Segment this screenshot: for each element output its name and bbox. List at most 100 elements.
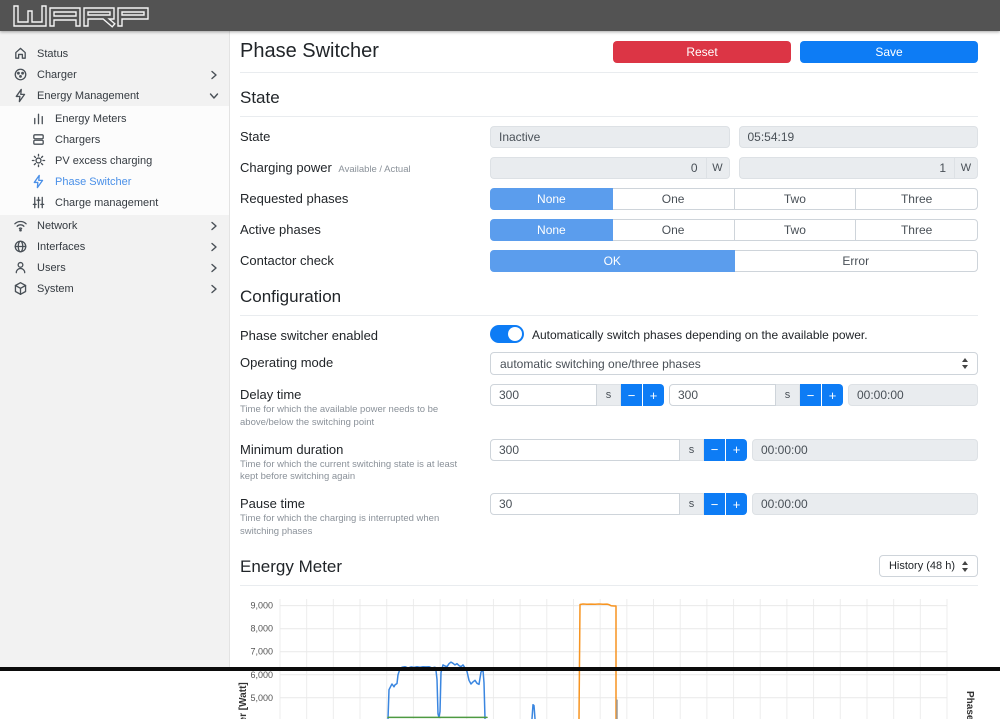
active-phases-one-button[interactable]: One [612, 219, 735, 241]
sun-icon [30, 153, 46, 169]
active-phases-label: Active phases [240, 219, 490, 237]
operating-mode-label: Operating mode [240, 352, 490, 370]
actual-power-field: 1 [739, 157, 955, 179]
energy-meter-heading: Energy Meter [240, 557, 879, 577]
pause-time-description: Time for which the charging is interrupt… [240, 513, 490, 539]
contactor-ok-button[interactable]: OK [490, 250, 735, 272]
bar-chart-icon [30, 111, 46, 127]
second-unit-addon: s [597, 384, 621, 406]
phase-switcher-toggle[interactable] [490, 325, 524, 343]
pause-time-row: Pause time Time for which the charging i… [240, 493, 978, 539]
sliders-icon [30, 195, 46, 211]
delay-time-label: Delay time [240, 387, 490, 402]
state-row: State Inactive 05:54:19 [240, 126, 978, 148]
pause-time-group: s − + [490, 493, 747, 515]
sidebar-item-label: Charge management [55, 197, 219, 209]
contactor-error-button[interactable]: Error [734, 250, 979, 272]
toggle-knob [508, 327, 522, 341]
pause-time-elapsed-field: 00:00:00 [752, 493, 978, 515]
minimum-duration-group: s − + [490, 439, 747, 461]
sidebar-item-label: PV excess charging [55, 155, 219, 167]
sidebar-item-label: Charger [37, 69, 209, 81]
state-value-field: Inactive [490, 126, 730, 148]
phase-switcher-toggle-description: Automatically switch phases depending on… [532, 326, 868, 342]
operating-mode-row: Operating mode automatic switching one/t… [240, 352, 978, 375]
page-header: Phase Switcher Reset Save [240, 31, 978, 73]
minus-button[interactable]: − [704, 493, 725, 515]
plus-button[interactable]: + [726, 493, 747, 515]
sidebar-item-charger[interactable]: Charger [0, 64, 229, 85]
sidebar-item-label: Interfaces [37, 241, 209, 253]
energy-management-submenu: Energy Meters Chargers PV excess chargin… [0, 106, 229, 215]
svg-text:9,000: 9,000 [250, 601, 273, 611]
charger-socket-icon [12, 67, 28, 83]
plus-button[interactable]: + [643, 384, 664, 406]
requested-phases-one-button[interactable]: One [612, 188, 735, 210]
operating-mode-select[interactable]: automatic switching one/three phases [490, 352, 978, 375]
active-phases-two-button[interactable]: Two [734, 219, 857, 241]
sidebar-item-label: Energy Meters [55, 113, 219, 125]
chevron-right-icon [209, 70, 219, 80]
requested-phases-three-button[interactable]: Three [855, 188, 978, 210]
available-power-field: 0 [490, 157, 706, 179]
sidebar-item-energy-meters[interactable]: Energy Meters [0, 108, 229, 129]
requested-phases-group: None One Two Three [490, 188, 978, 210]
charging-power-sublabel: Available / Actual [338, 164, 410, 175]
sidebar-item-label: System [37, 283, 209, 295]
sidebar-item-system[interactable]: System [0, 278, 229, 299]
plus-button[interactable]: + [822, 384, 843, 406]
reset-button[interactable]: Reset [613, 41, 791, 63]
history-select-value: History (48 h) [889, 560, 955, 572]
sidebar-item-status[interactable]: Status [0, 43, 229, 64]
state-section-heading: State [240, 88, 978, 117]
operating-mode-value: automatic switching one/three phases [500, 357, 701, 371]
sidebar-item-pv-excess-charging[interactable]: PV excess charging [0, 150, 229, 171]
sidebar-item-interfaces[interactable]: Interfaces [0, 236, 229, 257]
configuration-section-heading: Configuration [240, 287, 978, 316]
delay-down-input[interactable] [669, 384, 776, 406]
charging-power-label: Charging power [240, 160, 332, 175]
state-time-field: 05:54:19 [739, 126, 979, 148]
minimum-duration-elapsed-field: 00:00:00 [752, 439, 978, 461]
sidebar-item-chargers[interactable]: Chargers [0, 129, 229, 150]
state-label: State [240, 126, 490, 144]
select-arrows-icon [961, 561, 969, 573]
warp-logo-icon [12, 4, 162, 28]
sidebar-item-charge-management[interactable]: Charge management [0, 192, 229, 213]
sidebar-item-label: Network [37, 220, 209, 232]
minus-button[interactable]: − [621, 384, 642, 406]
second-unit-addon: s [680, 493, 704, 515]
watt-unit-addon: W [706, 157, 730, 179]
history-select[interactable]: History (48 h) [879, 555, 978, 577]
contactor-check-group: OK Error [490, 250, 978, 272]
sidebar: Status Charger Energy Management Energy … [0, 31, 230, 667]
sidebar-item-users[interactable]: Users [0, 257, 229, 278]
select-arrows-icon [961, 358, 969, 370]
sidebar-item-energy-management[interactable]: Energy Management [0, 85, 229, 106]
contactor-check-row: Contactor check OK Error [240, 250, 978, 272]
minus-button[interactable]: − [800, 384, 821, 406]
sidebar-item-label: Users [37, 262, 209, 274]
sidebar-item-phase-switcher[interactable]: Phase Switcher [0, 171, 229, 192]
delay-time-row: Delay time Time for which the available … [240, 384, 978, 430]
plus-button[interactable]: + [726, 439, 747, 461]
minimum-duration-row: Minimum duration Time for which the curr… [240, 439, 978, 485]
requested-phases-two-button[interactable]: Two [734, 188, 857, 210]
sidebar-item-label: Status [37, 48, 219, 60]
requested-phases-none-button[interactable]: None [490, 188, 613, 210]
active-phases-none-button[interactable]: None [490, 219, 613, 241]
minus-button[interactable]: − [704, 439, 725, 461]
sidebar-item-network[interactable]: Network [0, 215, 229, 236]
energy-meter-header: Energy Meter History (48 h) [240, 555, 978, 586]
minimum-duration-input[interactable] [490, 439, 680, 461]
active-phases-three-button[interactable]: Three [855, 219, 978, 241]
user-icon [12, 260, 28, 276]
phase-switcher-enabled-row: Phase switcher enabled Automatically swi… [240, 325, 978, 343]
save-button[interactable]: Save [800, 41, 978, 63]
delay-up-group: s − + [490, 384, 664, 406]
chevron-right-icon [209, 242, 219, 252]
pause-time-input[interactable] [490, 493, 680, 515]
sidebar-item-label: Phase Switcher [55, 176, 219, 188]
delay-up-input[interactable] [490, 384, 597, 406]
